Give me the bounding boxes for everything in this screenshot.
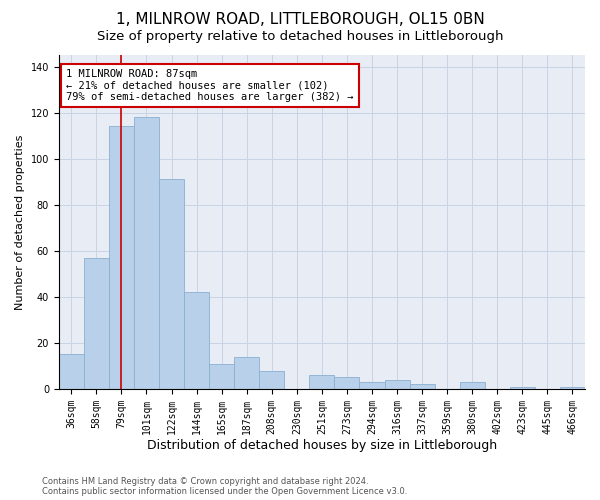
Bar [234, 356, 259, 389]
Bar [209, 364, 234, 389]
Bar [259, 370, 284, 389]
Bar [410, 384, 434, 389]
Text: 1, MILNROW ROAD, LITTLEBOROUGH, OL15 0BN: 1, MILNROW ROAD, LITTLEBOROUGH, OL15 0BN [116, 12, 484, 28]
Y-axis label: Number of detached properties: Number of detached properties [15, 134, 25, 310]
Bar [159, 180, 184, 389]
Bar [59, 354, 84, 389]
Bar [134, 117, 159, 389]
Bar [385, 380, 410, 389]
Text: Size of property relative to detached houses in Littleborough: Size of property relative to detached ho… [97, 30, 503, 43]
Bar [560, 386, 585, 389]
X-axis label: Distribution of detached houses by size in Littleborough: Distribution of detached houses by size … [147, 440, 497, 452]
Bar [310, 375, 334, 389]
Bar [359, 382, 385, 389]
Bar [184, 292, 209, 389]
Bar [84, 258, 109, 389]
Bar [510, 386, 535, 389]
Bar [109, 126, 134, 389]
Text: Contains HM Land Registry data © Crown copyright and database right 2024.
Contai: Contains HM Land Registry data © Crown c… [42, 476, 407, 496]
Text: 1 MILNROW ROAD: 87sqm
← 21% of detached houses are smaller (102)
79% of semi-det: 1 MILNROW ROAD: 87sqm ← 21% of detached … [66, 69, 354, 102]
Bar [334, 378, 359, 389]
Bar [460, 382, 485, 389]
